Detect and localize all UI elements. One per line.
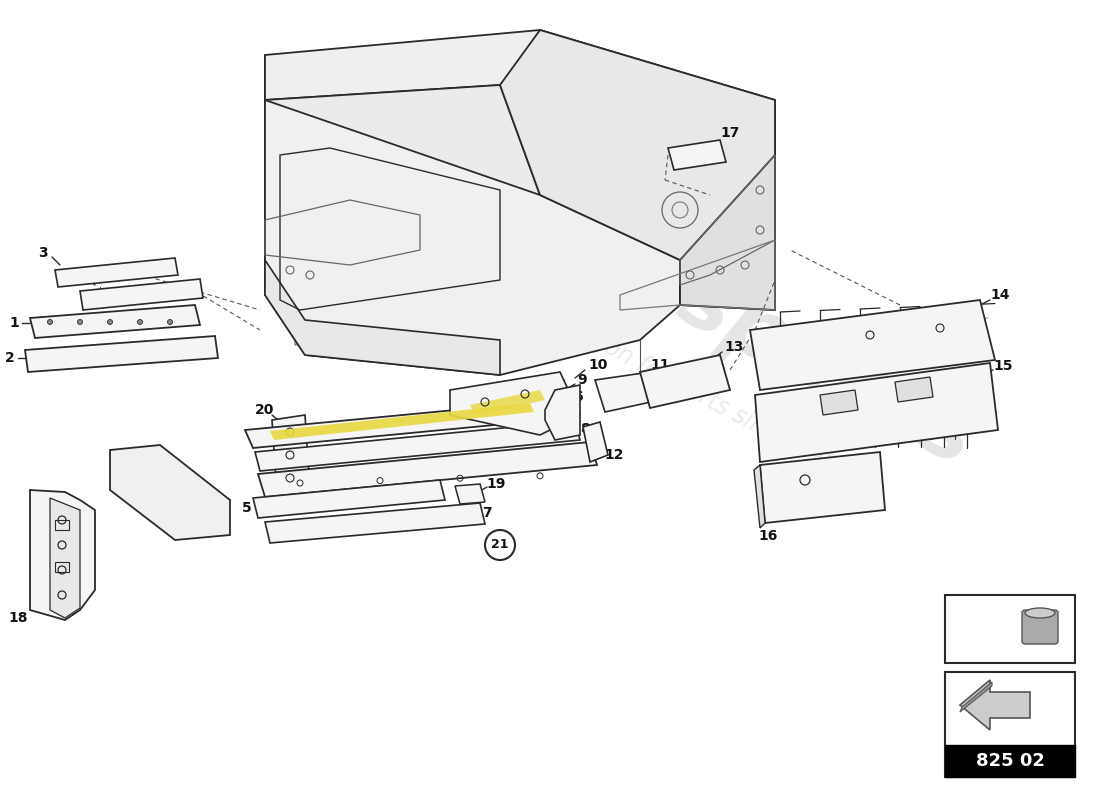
- Text: 3: 3: [39, 246, 47, 260]
- FancyBboxPatch shape: [945, 595, 1075, 663]
- Polygon shape: [265, 503, 485, 543]
- Polygon shape: [272, 415, 310, 495]
- Polygon shape: [755, 363, 998, 462]
- Polygon shape: [960, 682, 992, 712]
- Bar: [945, 745, 1075, 777]
- Polygon shape: [25, 336, 218, 372]
- Text: 7: 7: [482, 506, 492, 520]
- Bar: [55, 562, 69, 572]
- Polygon shape: [680, 155, 775, 310]
- Text: 12: 12: [604, 448, 624, 462]
- Polygon shape: [80, 279, 204, 310]
- Text: 5: 5: [242, 501, 252, 515]
- Text: 11: 11: [650, 358, 670, 372]
- Text: a passion for parts since 1985: a passion for parts since 1985: [527, 296, 854, 484]
- Polygon shape: [668, 140, 726, 170]
- Text: 16: 16: [758, 529, 778, 543]
- Polygon shape: [455, 484, 485, 504]
- Text: 21: 21: [965, 622, 987, 638]
- Polygon shape: [258, 442, 597, 497]
- Text: 10: 10: [588, 358, 607, 372]
- Polygon shape: [470, 390, 544, 415]
- Polygon shape: [245, 400, 568, 448]
- Polygon shape: [820, 390, 858, 415]
- Polygon shape: [265, 100, 680, 375]
- Polygon shape: [500, 30, 776, 310]
- Polygon shape: [640, 355, 730, 408]
- Polygon shape: [30, 305, 200, 338]
- Polygon shape: [595, 372, 660, 412]
- Text: 9: 9: [578, 373, 586, 387]
- Text: 13: 13: [724, 340, 744, 354]
- Polygon shape: [55, 258, 178, 287]
- Polygon shape: [895, 377, 933, 402]
- Polygon shape: [255, 421, 580, 471]
- Text: 825 02: 825 02: [976, 752, 1044, 770]
- Polygon shape: [30, 490, 95, 620]
- Ellipse shape: [1025, 608, 1055, 618]
- Text: 21: 21: [492, 538, 508, 551]
- Polygon shape: [760, 452, 886, 523]
- Circle shape: [138, 319, 143, 325]
- Text: 18: 18: [9, 611, 28, 625]
- Text: 15: 15: [993, 359, 1013, 373]
- Polygon shape: [265, 260, 500, 375]
- Bar: [55, 520, 69, 530]
- FancyBboxPatch shape: [945, 672, 1075, 777]
- Polygon shape: [450, 372, 580, 435]
- Polygon shape: [110, 445, 230, 540]
- Polygon shape: [544, 385, 580, 440]
- Text: 2: 2: [6, 351, 15, 365]
- Text: 4: 4: [73, 267, 82, 281]
- Polygon shape: [583, 422, 608, 462]
- Polygon shape: [253, 480, 446, 518]
- Polygon shape: [960, 680, 1030, 730]
- Text: 17: 17: [720, 126, 739, 140]
- Circle shape: [167, 319, 173, 325]
- Text: eurospares: eurospares: [470, 155, 990, 485]
- Text: 19: 19: [486, 477, 506, 491]
- Circle shape: [108, 319, 112, 325]
- Polygon shape: [50, 498, 80, 618]
- FancyBboxPatch shape: [1022, 610, 1058, 644]
- Text: 14: 14: [990, 288, 1010, 302]
- Polygon shape: [750, 300, 996, 390]
- Text: 20: 20: [255, 403, 275, 417]
- Polygon shape: [265, 30, 776, 155]
- Polygon shape: [270, 403, 534, 440]
- Text: 1: 1: [9, 316, 19, 330]
- Circle shape: [47, 319, 53, 325]
- Text: 6: 6: [573, 390, 583, 404]
- Polygon shape: [754, 465, 764, 528]
- Polygon shape: [265, 85, 540, 235]
- Text: 8: 8: [580, 422, 590, 436]
- Circle shape: [77, 319, 82, 325]
